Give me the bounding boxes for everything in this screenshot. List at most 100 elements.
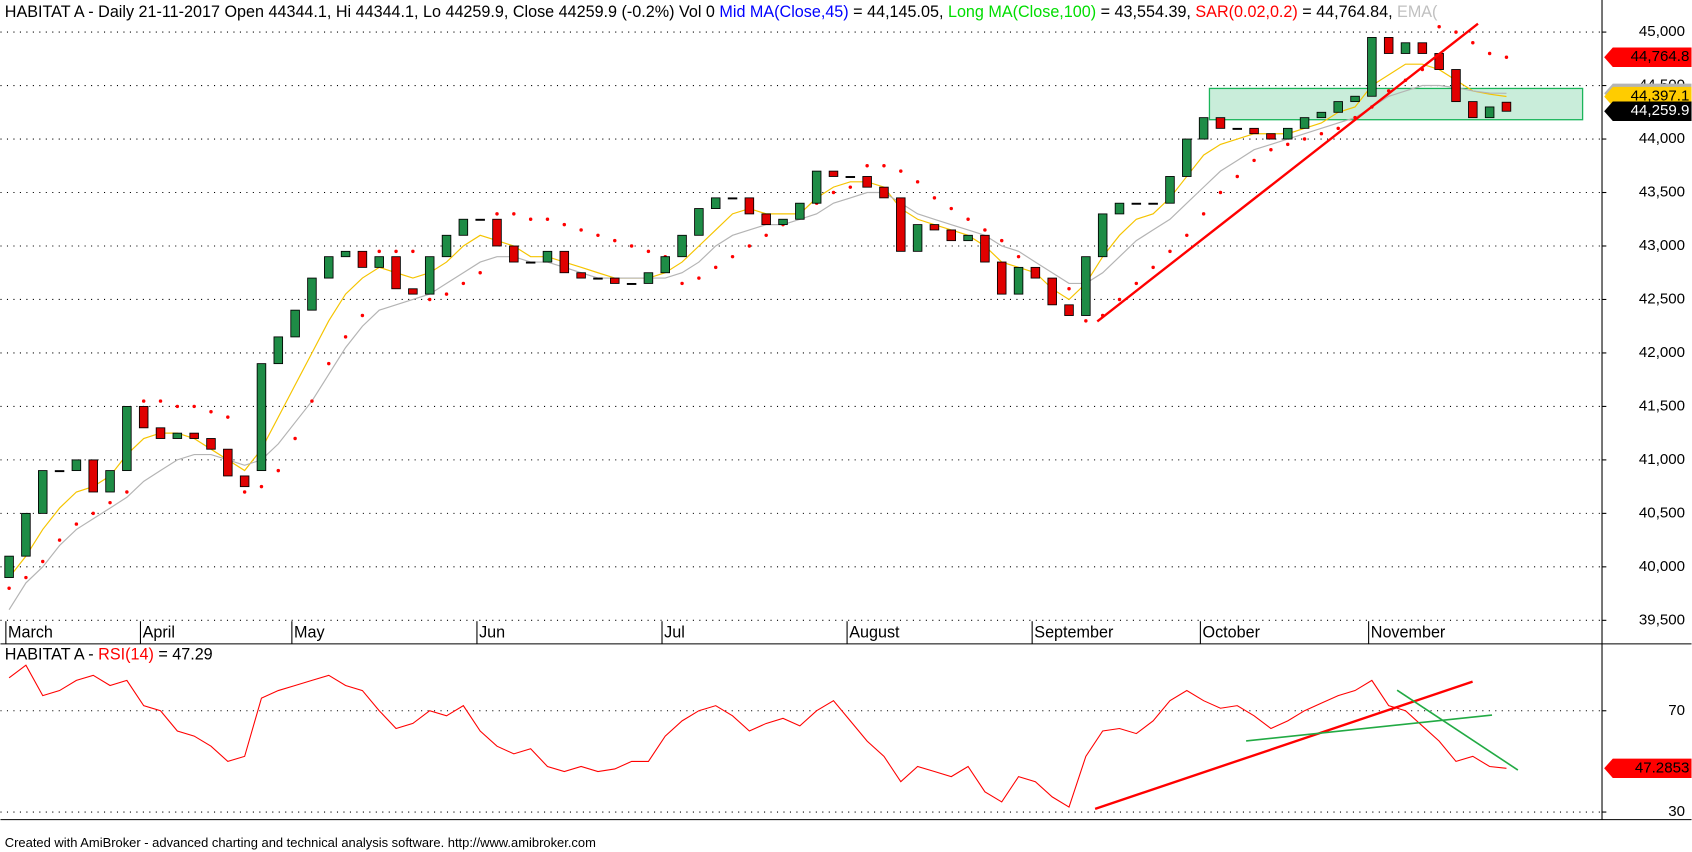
sar-dot <box>1454 30 1458 34</box>
candle <box>1030 266 1041 279</box>
candle <box>626 282 637 285</box>
sar-dot <box>394 249 398 254</box>
candle <box>273 336 284 365</box>
title-part: = 43,554.39, <box>1096 3 1195 21</box>
candle <box>122 405 132 472</box>
candle <box>1468 101 1478 119</box>
value-flag-label: 44,259.9 <box>1631 102 1690 119</box>
footer: Created with AmiBroker - advanced charti… <box>5 835 596 850</box>
sar-dot <box>24 575 28 580</box>
candle <box>1417 42 1428 54</box>
candle <box>1013 266 1024 295</box>
x-tick-label: April <box>143 623 175 641</box>
candle <box>71 459 82 472</box>
candle <box>593 277 603 280</box>
sar-dot <box>226 415 230 419</box>
title-part: = 47.29 <box>154 646 213 664</box>
sar-dot <box>899 169 903 173</box>
sar-dot <box>646 249 651 254</box>
sar-dot <box>680 281 684 286</box>
title-part: Long MA(Close,100) <box>948 3 1096 21</box>
sar-dot <box>259 484 264 489</box>
sar-dot <box>495 212 499 216</box>
value-flag <box>1604 101 1692 121</box>
sar-dot <box>427 297 432 302</box>
candle <box>340 250 351 258</box>
sar-dot <box>1016 254 1021 259</box>
candle <box>811 170 822 204</box>
sar-dot <box>41 559 45 564</box>
sar-dot <box>932 196 937 200</box>
candle <box>492 218 502 247</box>
x-tick-label: October <box>1203 623 1261 641</box>
sar-dot <box>1168 249 1172 254</box>
candle <box>1350 95 1360 103</box>
rsi-trend-line <box>1094 680 1473 810</box>
candle <box>223 448 233 477</box>
value-flag-label: 44,397.1 <box>1631 88 1690 105</box>
sar-dot <box>276 468 281 473</box>
value-flag-label: 44,764.8 <box>1631 48 1690 65</box>
sar-dot <box>1319 131 1324 136</box>
title-part: SAR(0.02,0.2) <box>1195 3 1297 21</box>
candle <box>189 432 199 439</box>
sar-dot <box>596 233 600 238</box>
y-tick-label: 42,500 <box>1639 290 1685 307</box>
candle <box>677 234 687 258</box>
candle <box>172 432 183 439</box>
sar-dot <box>1269 148 1273 152</box>
candle <box>929 224 940 231</box>
rsi-title: HABITAT A - RSI(14) = 47.29 <box>5 646 213 664</box>
sar-dot <box>1302 137 1307 141</box>
sar-dot <box>1067 287 1071 291</box>
x-tick-label: May <box>294 623 325 641</box>
x-tick-label: September <box>1034 623 1114 641</box>
sar-dot <box>478 271 482 275</box>
sar-dot <box>91 511 95 516</box>
candle <box>845 176 856 178</box>
candle <box>1215 117 1226 129</box>
y-tick-label: 44,000 <box>1639 130 1685 147</box>
y-tick-label: 30 <box>1668 803 1685 820</box>
candle <box>559 250 570 274</box>
candle <box>1333 101 1343 113</box>
candle <box>828 170 839 177</box>
candle <box>1097 213 1108 258</box>
candle <box>542 250 553 263</box>
candle <box>155 427 166 439</box>
sar-dot <box>1437 25 1441 29</box>
candle <box>862 176 872 188</box>
candle <box>525 261 536 264</box>
candle <box>88 459 98 493</box>
value-flag <box>1604 86 1692 107</box>
sar-dot <box>125 490 129 494</box>
sar-dot <box>528 217 533 221</box>
candle <box>1064 304 1074 316</box>
title-part: Mid MA(Close,45) <box>719 3 848 21</box>
sar-dot <box>411 249 415 254</box>
sar-dot <box>983 228 987 232</box>
sar-dot <box>1487 51 1492 56</box>
candle <box>290 309 300 338</box>
sar-dot <box>7 586 11 590</box>
series-line <box>8 664 1507 808</box>
sar-dot <box>1504 55 1509 59</box>
candle <box>1451 69 1461 103</box>
sar-dot <box>1134 281 1139 286</box>
sar-dot <box>1252 158 1256 163</box>
candle <box>256 363 267 472</box>
sar-dot <box>730 254 735 259</box>
sar-dot <box>360 313 365 318</box>
title-part: = 44,145.05, <box>849 3 948 21</box>
x-tick-label: March <box>8 623 53 641</box>
title-part: EMA( <box>1397 3 1438 21</box>
y-tick-label: 40,000 <box>1639 558 1685 575</box>
candle <box>475 218 485 221</box>
sar-dot <box>697 276 701 280</box>
x-tick-label: August <box>849 623 900 641</box>
candle <box>21 512 31 557</box>
sar-dot <box>747 244 752 248</box>
candle <box>660 256 670 274</box>
